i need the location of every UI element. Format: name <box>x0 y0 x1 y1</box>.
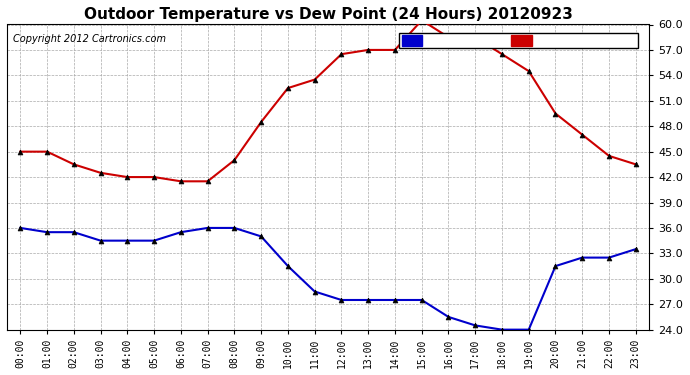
Title: Outdoor Temperature vs Dew Point (24 Hours) 20120923: Outdoor Temperature vs Dew Point (24 Hou… <box>83 7 573 22</box>
Legend: Dew Point (°F), Temperature (°F): Dew Point (°F), Temperature (°F) <box>400 33 638 48</box>
Text: Copyright 2012 Cartronics.com: Copyright 2012 Cartronics.com <box>13 34 166 44</box>
